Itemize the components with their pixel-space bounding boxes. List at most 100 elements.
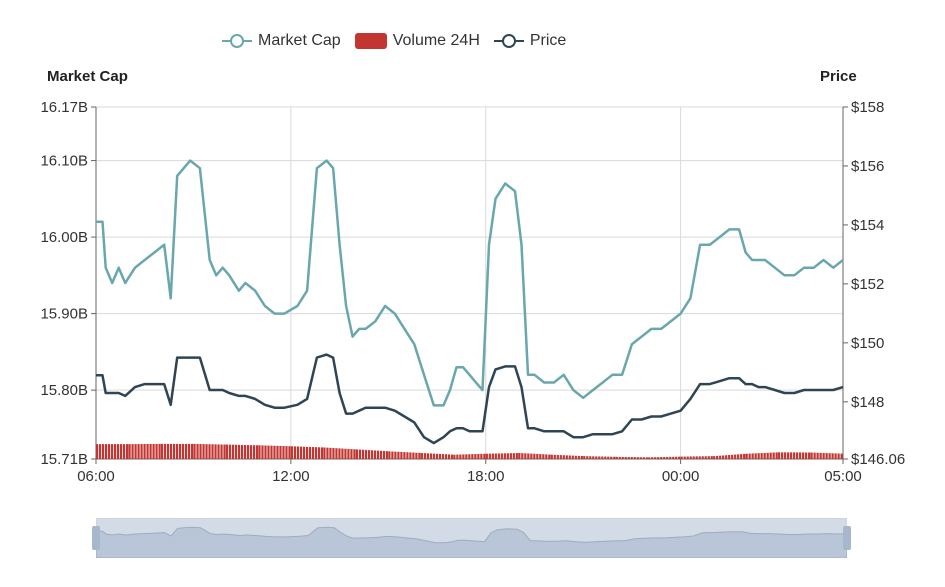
x-axis-tick-label: 05:00 — [824, 468, 862, 485]
volume-bar — [423, 453, 426, 459]
volume-bar — [787, 452, 790, 459]
legend-item-volume[interactable]: Volume 24H — [354, 32, 480, 50]
volume-bar — [302, 446, 306, 459]
volume-bar — [406, 452, 409, 459]
volume-bar — [485, 453, 488, 459]
volume-bar — [766, 452, 769, 459]
volume-bar — [193, 443, 196, 459]
x-axis-tick-label: 06:00 — [77, 468, 115, 485]
volume-bar — [707, 456, 710, 459]
volume-bar — [698, 456, 701, 459]
volume-bar — [364, 449, 368, 459]
volume-bar — [432, 453, 435, 459]
volume-bar — [488, 453, 491, 459]
data-zoom-right-handle[interactable] — [843, 526, 851, 550]
volume-bar — [559, 455, 562, 459]
volume-bar — [394, 451, 397, 459]
volume-bar — [163, 443, 167, 459]
volume-bar — [403, 452, 406, 459]
volume-bar — [550, 454, 553, 459]
chart-legend: Market Cap Volume 24H Price — [222, 29, 580, 53]
data-zoom-slider[interactable] — [92, 517, 851, 559]
volume-bar — [361, 449, 365, 459]
volume-bar — [734, 454, 737, 459]
volume-bar — [796, 452, 799, 459]
volume-bar — [778, 452, 781, 459]
volume-bar — [217, 444, 220, 459]
volume-bar — [99, 444, 102, 459]
volume-bar — [415, 452, 418, 459]
data-zoom-left-handle[interactable] — [92, 526, 100, 550]
volume-bar — [772, 452, 775, 459]
volume-bar — [589, 456, 592, 459]
volume-bar — [169, 443, 173, 459]
volume-bar — [293, 446, 297, 459]
volume-bar — [701, 456, 704, 459]
volume-bar — [613, 456, 616, 459]
right-axis-tick-label: $150 — [851, 335, 884, 352]
volume-bar — [494, 453, 497, 459]
volume-bar — [775, 452, 778, 459]
volume-bar — [751, 453, 754, 459]
volume-bar — [175, 443, 179, 459]
volume-bar — [725, 455, 728, 459]
volume-bar — [128, 444, 131, 459]
volume-bar — [819, 452, 822, 459]
volume-bar — [577, 455, 580, 459]
volume-bar — [636, 457, 639, 459]
plot-area-border — [95, 106, 844, 460]
volume-bar — [382, 450, 386, 459]
volume-bar — [604, 456, 607, 459]
volume-bar — [618, 456, 621, 459]
volume-bar — [615, 456, 618, 459]
volume-bar — [471, 454, 474, 459]
volume-bar — [397, 451, 400, 459]
volume-bar — [108, 444, 111, 459]
volume-bar — [202, 444, 205, 459]
volume-bar — [96, 444, 99, 459]
volume-bar — [689, 456, 692, 459]
volume-bar — [329, 447, 332, 459]
volume-bar — [754, 453, 757, 459]
volume-bar — [465, 454, 468, 459]
volume-bar — [332, 448, 335, 459]
volume-bar — [669, 456, 672, 459]
volume-bar — [748, 453, 751, 459]
volume-bar — [290, 446, 294, 459]
volume-bar — [672, 456, 675, 459]
volume-bar — [675, 456, 678, 459]
volume-bar — [630, 457, 633, 459]
volume-bar — [111, 444, 114, 459]
volume-bar — [527, 453, 530, 459]
volume-bar — [633, 457, 636, 459]
volume-bar — [152, 443, 155, 459]
volume-bar — [790, 452, 793, 459]
volume-bar — [317, 447, 321, 459]
volume-bar — [518, 453, 521, 459]
volume-bar — [503, 453, 506, 459]
volume-bar — [228, 444, 232, 459]
data-zoom-track — [95, 517, 848, 559]
volume-bar — [126, 444, 129, 459]
volume-bar — [143, 444, 146, 459]
volume-bar — [663, 456, 666, 459]
volume-bar — [376, 450, 380, 459]
volume-bar — [512, 453, 515, 459]
volume-bar — [645, 457, 648, 459]
volume-bar — [666, 456, 669, 459]
volume-bar — [822, 452, 825, 459]
volume-bar — [131, 444, 134, 459]
volume-bar — [355, 449, 359, 459]
legend-item-market-cap[interactable]: Market Cap — [222, 32, 341, 50]
price-line — [96, 353, 844, 445]
volume-bar — [102, 444, 105, 459]
volume-bar — [731, 454, 734, 459]
volume-bar — [276, 445, 279, 459]
volume-bar — [273, 445, 276, 459]
volume-bar — [539, 454, 542, 459]
volume-bar — [524, 453, 527, 459]
volume-bar — [745, 453, 748, 459]
right-axis-tick-label: $158 — [851, 99, 884, 116]
legend-item-price[interactable]: Price — [493, 32, 566, 50]
volume-bar — [234, 444, 238, 459]
